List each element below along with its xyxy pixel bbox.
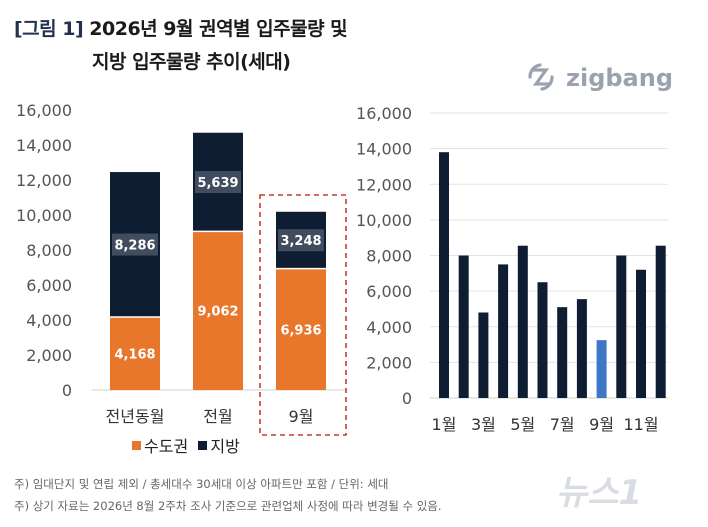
y-tick-label: 2,000	[26, 346, 72, 365]
legend-item-capital: 수도권	[132, 437, 188, 456]
value-label-box	[195, 299, 241, 322]
value-label-local: 8,286	[114, 239, 155, 254]
y-tick-label: 2,000	[366, 353, 412, 372]
x-month-label: 9월	[589, 415, 614, 434]
legend-label-capital: 수도권	[144, 437, 189, 456]
zigbang-logo: zigbang	[526, 60, 686, 96]
y-tick-label: 16,000	[16, 101, 72, 120]
x-category-label: 9월	[289, 407, 314, 426]
y-tick-label: 12,000	[356, 175, 412, 194]
value-label-local: 3,248	[280, 234, 321, 249]
legend-item-local: 지방	[198, 437, 240, 456]
news1-watermark: 뉴스1	[556, 473, 643, 513]
y-tick-label: 10,000	[16, 206, 72, 225]
y-tick-label: 6,000	[366, 282, 412, 301]
month-bar	[596, 340, 607, 398]
month-bar	[498, 264, 509, 398]
y-tick-label: 10,000	[356, 211, 412, 230]
month-bar	[478, 312, 489, 398]
value-label-box	[278, 229, 324, 252]
y-tick-label: 14,000	[16, 136, 72, 155]
month-bar	[458, 255, 469, 398]
month-bar	[655, 245, 666, 398]
y-tick-label: 16,000	[356, 104, 412, 123]
chart-title-line2: 지방 입주물량 추이(세대)	[92, 51, 291, 73]
footnote-1: 주) 임대단지 및 연립 제외 / 총세대수 30세대 이상 아파트만 포함 /…	[14, 477, 389, 491]
legend-label-local: 지방	[210, 437, 240, 456]
value-label-box	[195, 171, 241, 194]
x-category-label: 전년동월	[106, 407, 165, 426]
legend: 수도권 지방	[132, 433, 240, 457]
y-tick-label: 0	[402, 389, 412, 408]
month-bar	[616, 255, 627, 398]
x-month-label: 5월	[510, 415, 535, 434]
x-month-label: 11월	[623, 415, 658, 434]
legend-swatch-capital	[132, 441, 141, 450]
value-label-capital: 4,168	[114, 348, 155, 363]
x-month-label: 7월	[550, 415, 575, 434]
x-month-label: 3월	[471, 415, 496, 434]
y-tick-label: 8,000	[26, 241, 72, 260]
value-label-local: 5,639	[197, 176, 238, 191]
month-bar	[636, 269, 646, 398]
x-month-label: 1월	[432, 415, 457, 434]
x-category-label: 전월	[203, 407, 232, 426]
y-tick-label: 0	[62, 381, 72, 400]
chart-title-line1: [그림 1] 2026년 9월 권역별 입주물량 및	[14, 14, 348, 41]
month-bar	[439, 152, 449, 398]
logo-text: zigbang	[566, 64, 673, 92]
y-tick-label: 4,000	[366, 318, 412, 337]
value-label-capital: 6,936	[280, 323, 321, 338]
month-bar	[557, 307, 568, 398]
y-tick-label: 4,000	[26, 311, 72, 330]
value-label-capital: 9,062	[197, 305, 238, 320]
value-label-box	[278, 318, 324, 341]
figure-label: [그림 1]	[14, 18, 84, 40]
title-text: 2026년 9월 권역별 입주물량 및	[89, 18, 348, 40]
y-tick-label: 8,000	[366, 247, 412, 266]
month-bar	[576, 299, 587, 398]
y-tick-label: 12,000	[16, 171, 72, 190]
highlight-dashed-box	[259, 194, 347, 436]
right-monthly-bar-chart: 0 2,000 4,000 6,000 8,000 10,000 12,000 14,000 1…	[356, 104, 668, 434]
month-bar	[517, 245, 528, 398]
value-label-box	[112, 233, 158, 256]
footnote-2: 주) 상기 자료는 2026년 8월 2주차 조사 기준으로 관련업체 사정에 …	[14, 499, 442, 513]
footnotes: 주) 임대단지 및 연립 제외 / 총세대수 30세대 이상 아파트만 포함 /…	[14, 473, 442, 517]
value-label-box	[112, 342, 158, 365]
left-stacked-bar-chart: 0 2,000 4,000 6,000 8,000 10,000 12,000 14,000 1…	[16, 101, 347, 436]
y-tick-label: 14,000	[356, 140, 412, 159]
legend-swatch-local	[198, 441, 208, 450]
y-tick-label: 6,000	[26, 276, 72, 295]
month-bar	[537, 282, 548, 398]
zigbang-logo-icon: zigbang	[528, 63, 673, 92]
